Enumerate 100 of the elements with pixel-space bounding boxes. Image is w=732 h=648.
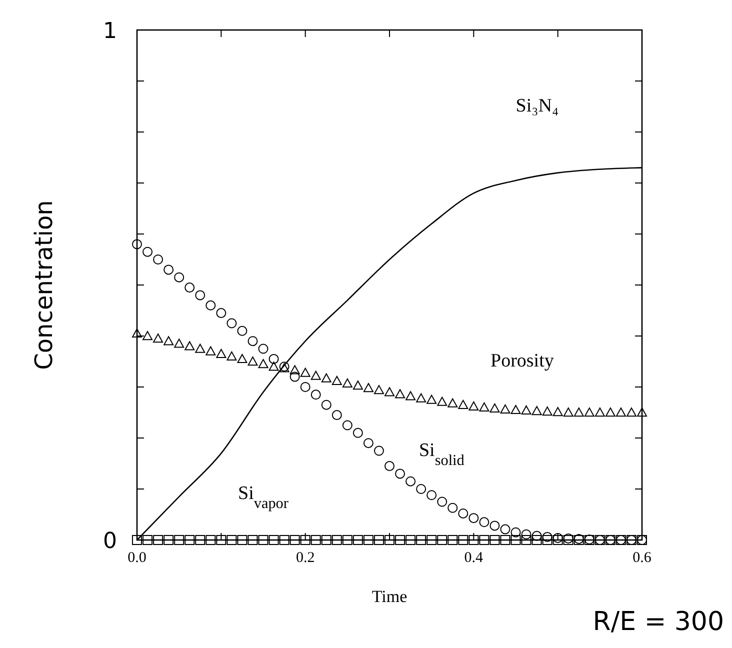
point [279,535,290,545]
point [258,359,268,368]
point [237,535,248,545]
point [321,535,332,545]
point [216,535,226,545]
point [290,372,300,382]
point [352,535,363,545]
point [332,376,342,385]
point [563,408,574,417]
point [310,535,321,545]
point [510,404,521,414]
x-tick-label: 0.0 [128,550,146,566]
point [195,344,206,353]
point [184,282,195,293]
point [300,535,310,545]
point [616,408,626,417]
point [164,535,174,545]
point [132,328,142,338]
point [448,535,458,545]
point [384,387,394,396]
point [363,535,374,545]
point [142,535,153,545]
point [426,535,437,545]
point [542,406,552,416]
point [552,535,563,545]
point [510,535,521,545]
point [552,406,563,416]
point [532,406,542,416]
point [258,535,268,545]
point [406,476,416,486]
point [552,532,563,543]
point [416,535,426,545]
point [237,354,248,364]
point [532,535,542,545]
point [206,535,216,545]
point [542,532,552,542]
point [226,318,237,328]
point [342,420,352,430]
point [458,535,468,545]
point [142,246,153,257]
point [374,385,384,394]
point [300,368,310,377]
x-tick-label: 0.4 [464,550,484,566]
series-label: Si$_{solid}$ [418,440,465,468]
point [174,338,184,348]
series-label: Porosity [490,350,554,372]
point [490,520,500,531]
point [290,365,300,374]
point [468,535,479,545]
point [216,348,226,358]
point [321,373,332,382]
point [500,524,510,534]
point [300,382,310,392]
point [363,383,374,392]
point [310,370,321,380]
point [268,354,279,364]
point [521,405,532,415]
text: Si₃N₄ [516,96,559,117]
point [626,408,636,417]
point [500,535,510,545]
point [142,331,153,340]
point [321,400,332,410]
point [406,391,416,400]
point [363,438,374,448]
point [258,344,268,354]
point [406,535,416,545]
point [437,496,448,507]
point [468,401,479,410]
point [206,346,216,356]
point [637,408,647,417]
point [226,351,237,360]
point [332,410,342,420]
point [164,336,174,346]
point [342,535,352,545]
point [479,535,490,545]
point [248,336,258,346]
point [594,408,605,417]
point [395,468,406,479]
point [448,502,458,513]
point [437,396,448,406]
point [184,341,195,350]
point [374,535,384,545]
point [479,517,490,528]
x-axis-title: Time [372,587,408,606]
point [226,535,237,545]
point [500,404,510,414]
point [468,513,479,524]
point [352,380,363,390]
point [206,300,216,310]
point [164,264,174,275]
point [174,535,184,545]
point [416,484,426,494]
point [395,389,406,398]
point [153,254,164,264]
point [132,239,142,250]
point [532,530,542,541]
point [605,408,616,417]
point [248,356,258,366]
text: R/E = 300 [592,607,724,637]
y-tick-label: 1 [103,19,117,44]
